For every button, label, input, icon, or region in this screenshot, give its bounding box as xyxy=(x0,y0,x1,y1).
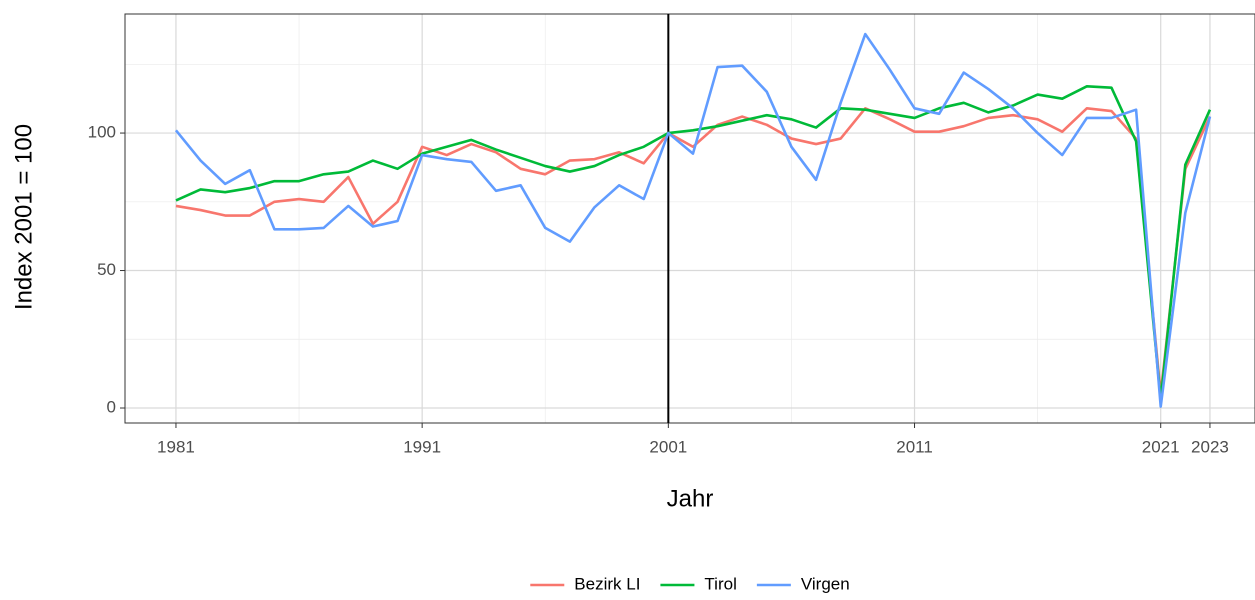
y-tick-label: 0 xyxy=(107,397,116,416)
y-tick-label: 50 xyxy=(97,260,116,279)
x-tick-label: 2021 xyxy=(1142,437,1180,456)
series-line xyxy=(174,32,1212,408)
x-tick-label: 2011 xyxy=(896,437,933,456)
x-tick-label: 1981 xyxy=(157,437,195,456)
legend-label: Virgen xyxy=(801,574,850,593)
y-tick-label: 100 xyxy=(88,123,116,142)
x-tick-label: 2023 xyxy=(1191,437,1229,456)
series-line xyxy=(175,107,1212,396)
legend-label: Tirol xyxy=(704,574,736,593)
plot-border xyxy=(124,13,1255,424)
legend-label: Bezirk LI xyxy=(574,574,640,593)
x-axis-title: Jahr xyxy=(667,485,714,512)
x-tick-label: 1991 xyxy=(403,437,441,456)
legend: Bezirk LI Tirol Virgen xyxy=(530,574,850,593)
series-line xyxy=(175,85,1212,402)
x-tick-label: 2001 xyxy=(649,437,687,456)
y-axis-title: Index 2001 = 100 xyxy=(10,124,37,310)
